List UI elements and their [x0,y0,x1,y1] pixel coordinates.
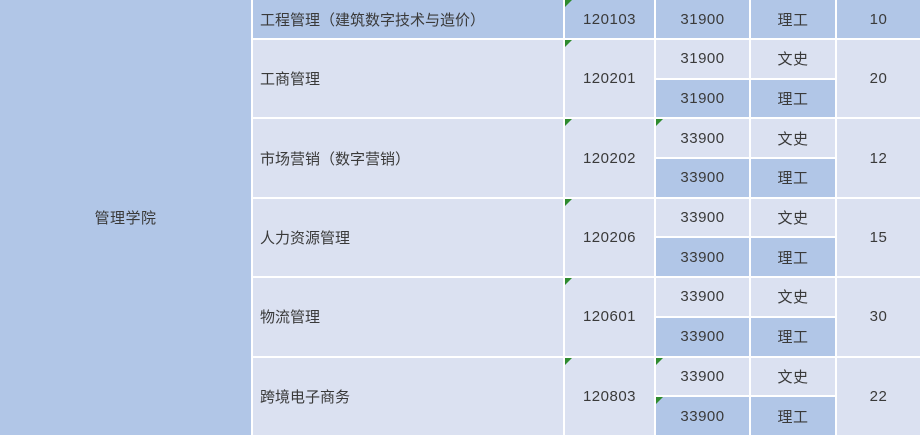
type-cell[interactable]: 理工 [751,159,835,197]
count-text: 12 [869,149,888,167]
code-cell[interactable]: 120201 [565,40,654,118]
fee-text: 33900 [680,169,725,187]
fee-cell[interactable]: 31900 [656,0,749,38]
error-marker-icon [656,357,663,365]
type-text: 文史 [777,130,809,148]
count-text: 22 [869,387,888,405]
type-cell[interactable]: 文史 [751,119,835,158]
type-text: 理工 [777,91,809,109]
fee-cell[interactable]: 31900 [656,40,749,78]
error-marker-icon [565,40,572,47]
error-marker-icon [656,397,663,405]
error-marker-icon [565,278,572,286]
code-cell[interactable]: 120103 [565,0,654,38]
major-cell[interactable]: 市场营销（数字营销） [253,119,563,197]
type-cell[interactable]: 理工 [751,317,835,356]
type-text: 文史 [777,289,809,307]
major-cell[interactable]: 跨境电子商务 [253,357,563,435]
fee-text: 33900 [680,129,725,147]
type-cell[interactable]: 文史 [751,40,835,78]
fee-cell[interactable]: 31900 [656,79,749,118]
error-marker-icon [565,357,572,365]
fee-cell[interactable]: 33900 [656,317,749,356]
major-cell[interactable]: 工程管理（建筑数字技术与造价） [253,0,563,38]
code-text: 120803 [582,387,637,405]
college-label: 管理学院 [94,209,157,227]
fee-cell[interactable]: 33900 [656,119,749,158]
major-label: 工程管理（建筑数字技术与造价） [260,11,486,29]
fee-text: 33900 [680,367,725,385]
count-text: 20 [869,70,888,88]
type-text: 理工 [777,11,809,29]
code-text: 120201 [582,70,637,88]
fee-cell[interactable]: 33900 [656,159,749,197]
fee-text: 33900 [680,288,725,306]
fee-cell[interactable]: 33900 [656,357,749,396]
fee-text: 33900 [680,209,725,227]
error-marker-icon [565,119,572,127]
code-cell[interactable]: 120206 [565,198,654,277]
code-text: 120601 [582,308,637,326]
fee-text: 31900 [680,10,725,28]
type-text: 文史 [777,210,809,228]
error-marker-icon [565,0,572,7]
fee-cell[interactable]: 33900 [656,238,749,277]
major-label: 物流管理 [260,309,321,327]
count-text: 30 [869,308,888,326]
major-label: 人力资源管理 [260,229,351,247]
major-cell[interactable]: 物流管理 [253,278,563,356]
count-cell[interactable]: 12 [837,119,920,197]
major-label: 工商管理 [260,71,321,89]
type-cell[interactable]: 文史 [751,357,835,396]
type-text: 理工 [777,249,809,267]
major-cell[interactable]: 工商管理 [253,40,563,118]
code-text: 120103 [582,10,637,28]
fee-text: 33900 [680,407,725,425]
type-cell[interactable]: 理工 [751,0,835,38]
fee-cell[interactable]: 33900 [656,278,749,316]
count-cell[interactable]: 15 [837,198,920,277]
fee-text: 31900 [680,90,725,108]
type-text: 理工 [777,170,809,188]
fee-cell[interactable]: 33900 [656,397,749,435]
type-cell[interactable]: 理工 [751,238,835,277]
count-cell[interactable]: 22 [837,357,920,435]
fee-text: 33900 [680,248,725,266]
type-cell[interactable]: 文史 [751,278,835,316]
error-marker-icon [565,198,572,206]
type-text: 理工 [777,408,809,426]
fee-cell[interactable]: 33900 [656,198,749,237]
count-cell[interactable]: 10 [837,0,920,38]
code-cell[interactable]: 120202 [565,119,654,197]
error-marker-icon [656,119,663,127]
code-text: 120206 [582,228,637,246]
count-text: 10 [869,10,888,28]
type-text: 文史 [777,51,809,69]
type-cell[interactable]: 文史 [751,198,835,237]
count-cell[interactable]: 30 [837,278,920,356]
code-text: 120202 [582,149,637,167]
type-cell[interactable]: 理工 [751,79,835,118]
fee-text: 31900 [680,50,725,68]
major-cell[interactable]: 人力资源管理 [253,198,563,277]
count-cell[interactable]: 20 [837,40,920,118]
type-cell[interactable]: 理工 [751,397,835,435]
fee-text: 33900 [680,328,725,346]
type-text: 文史 [777,368,809,386]
type-text: 理工 [777,329,809,347]
code-cell[interactable]: 120803 [565,357,654,435]
college-cell[interactable]: 管理学院 [0,0,251,435]
major-label: 市场营销（数字营销） [260,150,411,168]
code-cell[interactable]: 120601 [565,278,654,356]
major-label: 跨境电子商务 [260,388,351,406]
count-text: 15 [869,228,888,246]
